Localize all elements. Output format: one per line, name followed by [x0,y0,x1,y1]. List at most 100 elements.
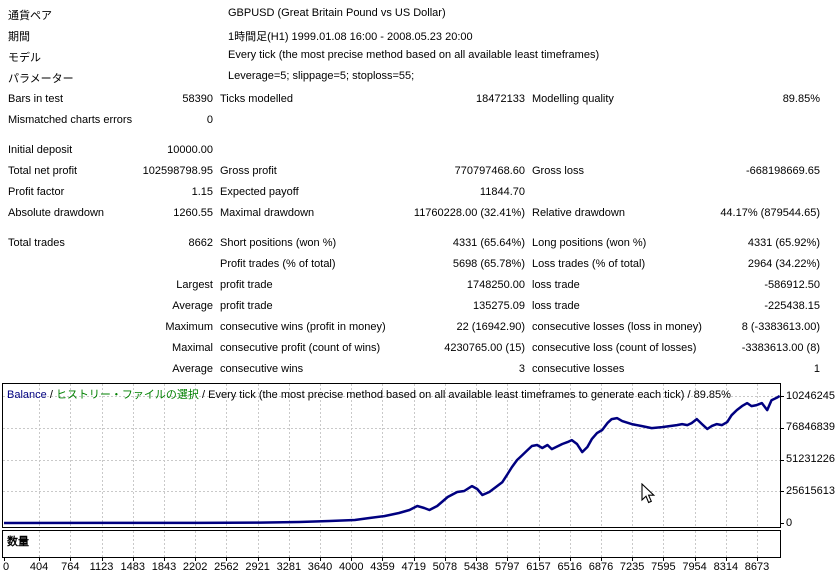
info-label: 期間 [8,31,30,43]
chart-title-segment: Balance [7,389,47,401]
stat-label: consecutive losses (loss in money) [532,321,702,333]
x-axis-label: 3281 [276,561,302,573]
x-axis-label: 4000 [339,561,364,573]
stat-value: 1.15 [191,186,213,198]
stats-cell [532,114,820,135]
stats-cell: Initial deposit 10000.00 [8,144,213,165]
info-label: 通貨ペア [8,10,52,22]
info-value: Every tick (the most precise method base… [228,49,600,61]
stats-cell [532,186,820,207]
x-axis-label: 0 [3,561,10,573]
stat-value: 58390 [182,93,213,105]
stats-cell: profit trade 1748250.00 [220,279,525,300]
stat-label: Mismatched charts errors [8,114,133,126]
stat-value: 22 (16942.90) [456,321,526,333]
stat-value: 18472133 [476,93,525,105]
stats-row: Bars in test 58390 Ticks modelled 18472133 M… [0,93,835,114]
x-axis-label: 2202 [182,561,208,573]
stats-cell: Profit factor 1.15 [8,186,213,207]
x-axis-label: 7595 [651,561,676,573]
stat-value: 1260.55 [173,207,213,219]
stat-value: 2964 (34.22%) [747,258,820,270]
y-axis-tick [780,396,784,397]
stats-cell: Total trades 8662 [8,237,213,258]
lots-panel: 数量 [2,530,781,558]
stats-cell: Absolute drawdown 1260.55 [8,207,213,228]
stat-label: Long positions (won %) [532,237,647,249]
stats-row: Largest profit trade 1748250.00 loss trade -… [0,279,835,300]
balance-curve [3,394,780,525]
stat-label: Bars in test [8,93,64,105]
info-value: Leverage=5; slippage=5; stoploss=55; [228,70,415,82]
stat-value: 11844.70 [479,186,525,198]
stats-row: Total net profit 102598798.95 Gross profit… [0,165,835,186]
x-axis-label: 6516 [557,561,582,573]
x-axis-label: 5797 [495,561,520,573]
stats-cell: Profit trades (% of total) 5698 (65.78%) [220,258,525,279]
stat-label: consecutive loss (count of losses) [532,342,697,354]
info-row: 期間 1時間足(H1) 1999.01.08 16:00 - 2008.05.23… [0,28,835,49]
x-axis-tick [289,558,290,561]
stats-row: Profit factor 1.15 Expected payoff 11844.70 [0,186,835,207]
stats-cell: Loss trades (% of total) 2964 (34.22%) [532,258,820,279]
stat-value: -668198669.65 [745,165,820,177]
x-axis-tick [164,558,165,561]
mouse-cursor-icon [641,483,656,504]
x-axis-label: 8314 [713,561,739,573]
y-axis-label: 10246245 [786,389,835,402]
x-axis-tick [320,558,321,561]
stats-cell: Long positions (won %) 4331 (65.92%) [532,237,820,258]
x-axis-tick [476,558,477,561]
x-axis-label: 8673 [744,561,770,573]
x-axis-label: 2921 [245,561,270,573]
stats-cell: Relative drawdown 44.17% (879544.65) [532,207,820,228]
y-axis-tick [780,523,784,524]
x-axis-label: 6157 [526,561,551,573]
stats-cell: consecutive losses (loss in money) 8 (-33… [532,321,820,342]
report-header: 通貨ペア GBPUSD (Great Britain Pound vs US Do… [0,7,835,91]
stat-label: consecutive losses [532,363,625,375]
chart-title-segment: Every tick (the most precise method base… [208,389,685,401]
x-axis-tick [445,558,446,561]
y-axis-label: 76846839 [786,421,835,434]
stat-value: 3 [518,363,525,375]
stat-value: -586912.50 [764,279,820,291]
y-axis-tick [780,491,784,492]
x-axis-label: 1843 [151,561,177,573]
stat-value: Average [172,363,213,375]
stat-value: 135275.09 [473,300,525,312]
stat-value: 4230765.00 (15) [444,342,525,354]
stats-cell: Maximum [8,321,213,342]
balance-curve-canvas [3,384,780,527]
stat-value: 8662 [188,237,213,249]
info-value: GBPUSD (Great Britain Pound vs US Dollar… [228,7,446,19]
x-axis-label: 7235 [619,561,645,573]
stats-cell: Bars in test 58390 [8,93,213,114]
stats-cell: Average [8,363,213,384]
chart-title: Balance / ヒストリー・ファイルの選択 / Every tick (th… [7,386,731,402]
stat-label: Gross profit [220,165,277,177]
lots-canvas [39,531,758,557]
report-stats-table: Bars in test 58390 Ticks modelled 18472133 M… [0,93,835,384]
stats-cell [8,258,213,279]
stat-value: 44.17% (879544.65) [720,207,820,219]
x-axis-label: 764 [61,561,80,573]
spacer-row [0,228,835,237]
x-axis-tick [695,558,696,561]
x-axis-tick [70,558,71,561]
x-axis-tick [226,558,227,561]
y-axis-label: 51231226 [786,453,835,465]
chart-title-segment: ヒストリー・ファイルの選択 [55,389,199,401]
x-axis-label: 1123 [89,561,114,573]
x-axis-tick [351,558,352,561]
stat-label: Gross loss [532,165,584,177]
info-row: パラメーター Leverage=5; slippage=5; stoploss=5… [0,70,835,91]
spacer-row [0,135,835,144]
stat-label: loss trade [532,300,580,312]
x-axis-label: 7954 [682,561,707,573]
stat-value: 770797468.60 [454,165,525,177]
y-axis-tick [780,460,784,461]
stat-label: Expected payoff [220,186,299,198]
x-axis-tick [258,558,259,561]
